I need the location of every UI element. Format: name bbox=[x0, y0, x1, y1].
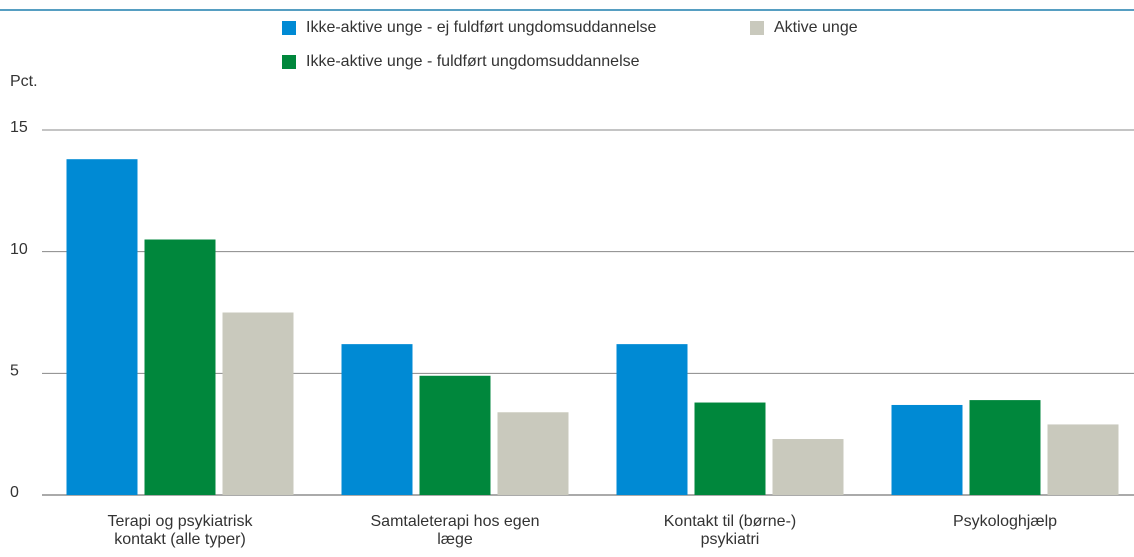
x-tick-label: Terapi og psykiatrisk bbox=[108, 513, 254, 530]
bar bbox=[616, 344, 688, 495]
bar bbox=[969, 400, 1041, 495]
legend-swatch bbox=[750, 21, 764, 35]
bar bbox=[891, 404, 963, 495]
y-tick-label: 5 bbox=[10, 363, 19, 380]
bar bbox=[66, 159, 138, 495]
bar bbox=[341, 344, 413, 495]
x-tick-label: læge bbox=[437, 531, 473, 548]
y-tick-label: 10 bbox=[10, 241, 28, 258]
bar bbox=[694, 402, 766, 495]
bar bbox=[222, 312, 294, 495]
y-axis-label: Pct. bbox=[10, 73, 38, 90]
x-tick-label: Psykologhjælp bbox=[953, 513, 1057, 530]
bar bbox=[419, 375, 491, 495]
legend-label: Aktive unge bbox=[774, 19, 858, 36]
bar bbox=[497, 412, 569, 495]
x-tick-label: psykiatri bbox=[701, 531, 760, 548]
x-tick-label: kontakt (alle typer) bbox=[114, 531, 246, 548]
x-tick-label: Samtaleterapi hos egen bbox=[371, 513, 540, 530]
bar bbox=[1047, 424, 1119, 495]
x-tick-label: Kontakt til (børne-) bbox=[664, 513, 796, 530]
bar bbox=[772, 439, 844, 495]
y-tick-label: 15 bbox=[10, 119, 28, 136]
legend-swatch bbox=[282, 21, 296, 35]
bar bbox=[144, 239, 216, 495]
legend-label: Ikke-aktive unge - fuldført ungdomsuddan… bbox=[306, 53, 640, 70]
legend-swatch bbox=[282, 55, 296, 69]
legend-label: Ikke-aktive unge - ej fuldført ungdomsud… bbox=[306, 19, 657, 36]
y-tick-label: 0 bbox=[10, 484, 19, 501]
